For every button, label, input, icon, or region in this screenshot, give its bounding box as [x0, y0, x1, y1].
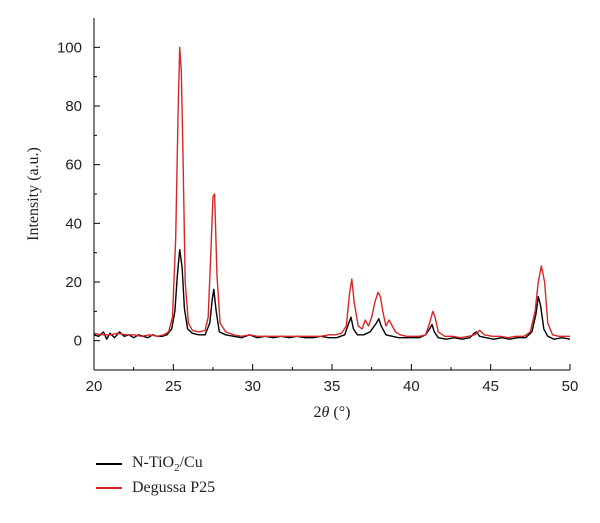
- y-axis-label: Intensity (a.u.): [25, 147, 42, 241]
- x-tick-label: 50: [562, 378, 579, 395]
- ticks-layer: 20 25 30 35 40 45 50 0 20 40 60 80 100: [57, 39, 578, 395]
- legend-label-main: N-TiO: [132, 453, 175, 471]
- series-line-1: [93, 46, 570, 339]
- x-tick-label: 30: [244, 378, 261, 395]
- x-tick-label: 40: [403, 378, 420, 395]
- legend-label-series-0: N-TiO2/Cu: [132, 454, 203, 474]
- x-axis-label: 2θ (°): [314, 404, 351, 421]
- x-axis-label-unit: (°): [329, 404, 350, 421]
- axes-layer: [93, 18, 570, 371]
- x-axis-label-prefix: 2: [314, 404, 322, 421]
- y-tick-label: 40: [65, 215, 82, 232]
- legend-label-tail: /Cu: [179, 453, 203, 471]
- legend-label-subscript: 2: [174, 462, 180, 475]
- xrd-chart: 20 25 30 35 40 45 50 0 20 40 60 80 100 Intensity (a.…: [25, 18, 578, 421]
- series-layer: [93, 46, 571, 340]
- y-tick-label: 80: [65, 98, 82, 115]
- legend: N-TiO2/Cu Degussa P25: [96, 452, 215, 500]
- x-tick-label: 25: [165, 378, 182, 395]
- y-tick-label: 60: [65, 157, 82, 174]
- y-tick-label: 20: [65, 274, 82, 291]
- legend-swatch-series-1: [96, 487, 122, 489]
- legend-item-series-0: N-TiO2/Cu: [96, 452, 215, 476]
- x-tick-label: 35: [324, 378, 341, 395]
- legend-swatch-series-0: [96, 463, 122, 465]
- x-tick-label: 45: [482, 378, 499, 395]
- series-line-0: [93, 249, 571, 340]
- legend-item-series-1: Degussa P25: [96, 476, 215, 500]
- y-tick-label: 0: [74, 333, 82, 350]
- x-axis-label-var: θ: [322, 404, 330, 421]
- legend-label-series-1: Degussa P25: [132, 479, 216, 496]
- y-tick-label: 100: [57, 39, 82, 56]
- x-tick-label: 20: [86, 378, 103, 395]
